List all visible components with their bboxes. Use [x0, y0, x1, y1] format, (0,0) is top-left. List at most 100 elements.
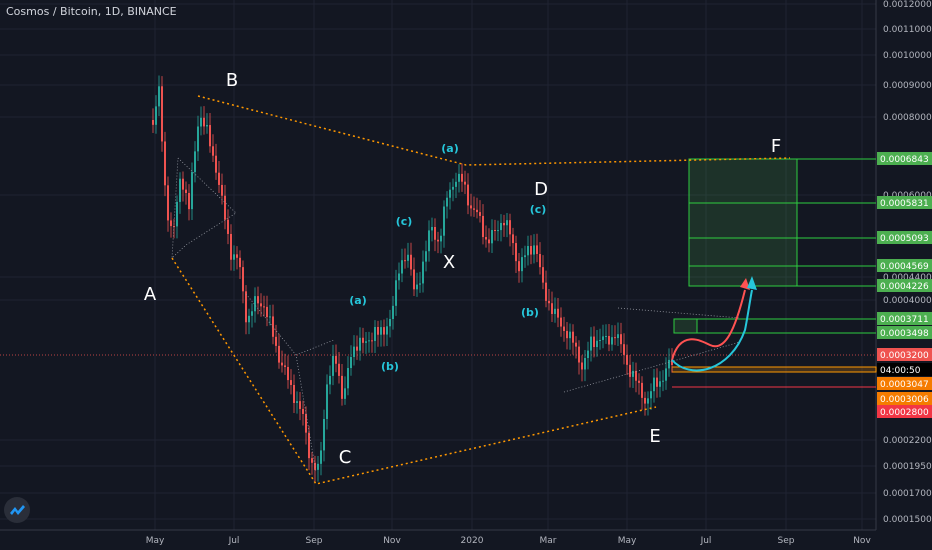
candle-body [575, 342, 577, 347]
channel-line [617, 307, 741, 319]
candle-body [254, 296, 256, 312]
candle-body [479, 212, 481, 216]
price-label: 0.0004226 [880, 282, 929, 292]
candle-body [197, 126, 199, 152]
tradingview-logo-icon[interactable] [4, 497, 30, 523]
price-label-bg [877, 377, 932, 390]
candle-body [248, 315, 250, 323]
symbol-title: Cosmos / Bitcoin, 1D, BINANCE [6, 5, 177, 18]
price-label: 0.0003006 [880, 395, 929, 405]
candle-body [167, 185, 169, 221]
candle-body [362, 337, 364, 343]
candle-body [392, 305, 394, 320]
candle-body [551, 303, 553, 314]
candle-body [380, 327, 382, 335]
wave-label-minor: (a) [349, 294, 366, 307]
candle-body [416, 284, 418, 290]
candle-body [497, 230, 499, 232]
candle-body [512, 234, 514, 244]
candle-body [569, 331, 571, 339]
y-tick-label: 0.0001700 [883, 489, 932, 499]
y-tick-label: 0.0004400 [883, 273, 932, 283]
candle-body [389, 319, 391, 327]
candle-body [320, 450, 322, 464]
channel-line [295, 339, 335, 356]
candle-body [509, 220, 511, 235]
x-tick-label: Mar [540, 536, 557, 546]
candle-body [221, 184, 223, 196]
candle-body [344, 388, 346, 399]
candle-body [287, 366, 289, 381]
candle-body [440, 235, 442, 242]
candle-body [605, 336, 607, 338]
candle-body [299, 401, 301, 409]
candle-body [335, 355, 337, 364]
candle-body [236, 254, 238, 258]
candle-body [644, 397, 646, 404]
candle-body [578, 346, 580, 363]
candle-body [233, 254, 235, 260]
price-label-bg [877, 231, 932, 244]
candle-body [404, 260, 406, 262]
candle-body [302, 408, 304, 414]
x-tick-label: Jul [228, 536, 240, 546]
price-label-bg [877, 392, 932, 405]
target-zone-box [688, 158, 798, 287]
candle-body [215, 155, 217, 173]
candle-body [617, 334, 619, 339]
candle-body [557, 308, 559, 318]
candle-body [317, 463, 319, 470]
candle-body [422, 261, 424, 284]
price-label-bg [877, 363, 932, 376]
channel-line [171, 157, 237, 259]
candle-body [263, 306, 265, 308]
x-tick-label: Jul [700, 536, 712, 546]
candle-body [461, 173, 463, 182]
price-label-bg [877, 279, 932, 292]
price-label-bg [877, 348, 932, 361]
price-label-bg [877, 196, 932, 209]
price-label: 0.0003498 [880, 329, 929, 339]
candle-body [332, 355, 334, 376]
y-tick-label: 0.0001950 [883, 462, 932, 472]
candle-body [314, 462, 316, 470]
candle-body [668, 359, 670, 369]
candle-body [191, 172, 193, 210]
candle-body [347, 368, 349, 389]
candle-body [176, 201, 178, 227]
y-tick-label: 0.0002200 [883, 436, 932, 446]
x-tick-label: May [146, 536, 165, 546]
wave-label-major: E [649, 426, 660, 447]
price-label: 0.0004569 [880, 262, 929, 272]
candle-body [485, 237, 487, 240]
price-label: 0.0003047 [880, 380, 929, 390]
candle-body [581, 362, 583, 370]
candle-body [158, 86, 160, 107]
candle-body [407, 254, 409, 261]
candle-body [260, 303, 262, 307]
candle-body [305, 413, 307, 433]
candle-body [626, 354, 628, 365]
candle-body [608, 336, 610, 345]
candle-body [170, 220, 172, 227]
wave-label-minor: (c) [530, 203, 547, 216]
candle-body [371, 340, 373, 342]
candle-body [554, 308, 556, 314]
price-label: 0.0003200 [880, 351, 929, 361]
candle-body [239, 257, 241, 268]
candle-body [449, 189, 451, 198]
candle-body [647, 398, 649, 404]
candle-body [443, 206, 445, 236]
candle-body [542, 267, 544, 283]
x-tick-label: May [618, 536, 637, 546]
candle-body [182, 178, 184, 190]
candle-body [488, 239, 490, 244]
candle-body [212, 146, 214, 156]
candle-body [284, 365, 286, 367]
candle-body [374, 326, 376, 342]
candle-body [353, 346, 355, 357]
candle-body [599, 339, 601, 341]
candle-body [614, 337, 616, 339]
